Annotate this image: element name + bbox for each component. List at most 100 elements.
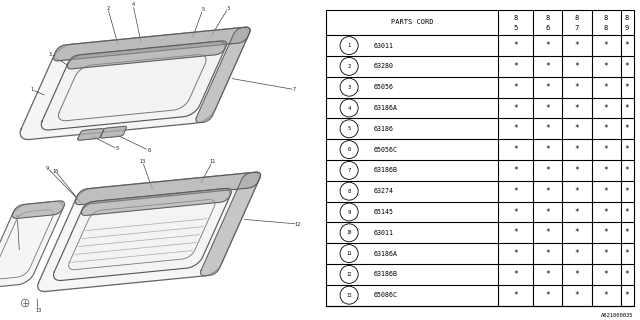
Text: *: * xyxy=(604,228,609,237)
Text: 11: 11 xyxy=(346,251,352,256)
Polygon shape xyxy=(196,27,250,123)
Text: *: * xyxy=(513,207,518,217)
Text: 63186B: 63186B xyxy=(373,167,397,173)
Text: *: * xyxy=(625,270,629,279)
Polygon shape xyxy=(0,201,63,287)
Text: 12: 12 xyxy=(294,221,301,227)
Text: *: * xyxy=(604,207,609,217)
Text: 63011: 63011 xyxy=(373,43,394,49)
Text: 10: 10 xyxy=(52,169,59,174)
Text: 11: 11 xyxy=(209,159,216,164)
Text: *: * xyxy=(625,83,629,92)
Text: 63274: 63274 xyxy=(373,188,394,194)
Text: 3: 3 xyxy=(348,85,351,90)
Text: *: * xyxy=(575,103,579,113)
Text: 7: 7 xyxy=(575,25,579,31)
Text: *: * xyxy=(575,145,579,154)
Text: 2: 2 xyxy=(348,64,351,69)
Text: *: * xyxy=(545,249,550,258)
Polygon shape xyxy=(54,189,230,280)
Text: 63186: 63186 xyxy=(373,126,394,132)
Text: 5: 5 xyxy=(513,25,518,31)
Text: *: * xyxy=(513,62,518,71)
Text: 9: 9 xyxy=(46,165,49,171)
Text: 65056: 65056 xyxy=(373,84,394,90)
Text: *: * xyxy=(513,166,518,175)
Text: 8: 8 xyxy=(513,15,518,21)
Text: *: * xyxy=(545,145,550,154)
Text: *: * xyxy=(625,187,629,196)
Text: 3: 3 xyxy=(49,52,52,57)
Text: *: * xyxy=(513,145,518,154)
Text: *: * xyxy=(545,228,550,237)
Text: 1: 1 xyxy=(348,43,351,48)
Text: 9: 9 xyxy=(348,210,351,214)
Text: *: * xyxy=(625,291,629,300)
Text: *: * xyxy=(575,249,579,258)
Polygon shape xyxy=(20,28,248,140)
Text: 63186B: 63186B xyxy=(373,271,397,277)
Text: 7: 7 xyxy=(348,168,351,173)
Text: 8: 8 xyxy=(604,15,608,21)
Text: 4: 4 xyxy=(131,2,134,7)
Polygon shape xyxy=(12,201,65,219)
Text: *: * xyxy=(545,291,550,300)
Text: *: * xyxy=(604,83,609,92)
Polygon shape xyxy=(78,129,104,140)
Text: *: * xyxy=(545,41,550,50)
Text: *: * xyxy=(604,166,609,175)
Text: 8: 8 xyxy=(625,15,629,21)
Text: 8: 8 xyxy=(546,15,550,21)
Text: 8: 8 xyxy=(575,15,579,21)
Polygon shape xyxy=(38,172,259,292)
Text: *: * xyxy=(575,187,579,196)
Polygon shape xyxy=(100,126,126,138)
Text: 1: 1 xyxy=(30,87,33,92)
Text: 3: 3 xyxy=(227,5,230,11)
Text: 65086C: 65086C xyxy=(373,292,397,298)
Text: 13: 13 xyxy=(35,308,41,313)
Text: *: * xyxy=(575,166,579,175)
Text: *: * xyxy=(604,249,609,258)
Text: 5: 5 xyxy=(348,126,351,131)
Text: *: * xyxy=(545,62,550,71)
Text: *: * xyxy=(575,62,579,71)
Text: *: * xyxy=(625,103,629,113)
Polygon shape xyxy=(67,41,227,69)
Polygon shape xyxy=(76,172,260,205)
Text: *: * xyxy=(545,103,550,113)
Text: 5: 5 xyxy=(116,146,119,151)
Text: *: * xyxy=(625,207,629,217)
Text: *: * xyxy=(604,103,609,113)
Text: 5: 5 xyxy=(201,7,204,12)
Text: A621000035: A621000035 xyxy=(601,313,634,318)
Text: *: * xyxy=(545,124,550,133)
Text: *: * xyxy=(513,249,518,258)
Text: *: * xyxy=(545,207,550,217)
Text: *: * xyxy=(604,187,609,196)
Text: 6: 6 xyxy=(348,147,351,152)
Text: *: * xyxy=(604,270,609,279)
Polygon shape xyxy=(41,41,225,130)
Text: *: * xyxy=(575,83,579,92)
Text: *: * xyxy=(625,145,629,154)
Text: 63280: 63280 xyxy=(373,63,394,69)
Text: 13: 13 xyxy=(346,293,352,298)
Polygon shape xyxy=(54,27,250,61)
Text: *: * xyxy=(575,207,579,217)
Text: *: * xyxy=(513,83,518,92)
Text: 65056C: 65056C xyxy=(373,147,397,153)
Text: 7: 7 xyxy=(293,87,296,92)
Text: *: * xyxy=(604,145,609,154)
Text: 63186A: 63186A xyxy=(373,105,397,111)
Text: PARTS CORD: PARTS CORD xyxy=(391,20,433,25)
Text: *: * xyxy=(545,187,550,196)
Text: *: * xyxy=(513,270,518,279)
Text: 8: 8 xyxy=(16,215,19,220)
Polygon shape xyxy=(200,172,260,276)
Text: *: * xyxy=(575,41,579,50)
Text: *: * xyxy=(513,187,518,196)
Text: *: * xyxy=(513,103,518,113)
Text: *: * xyxy=(545,166,550,175)
Text: *: * xyxy=(513,228,518,237)
